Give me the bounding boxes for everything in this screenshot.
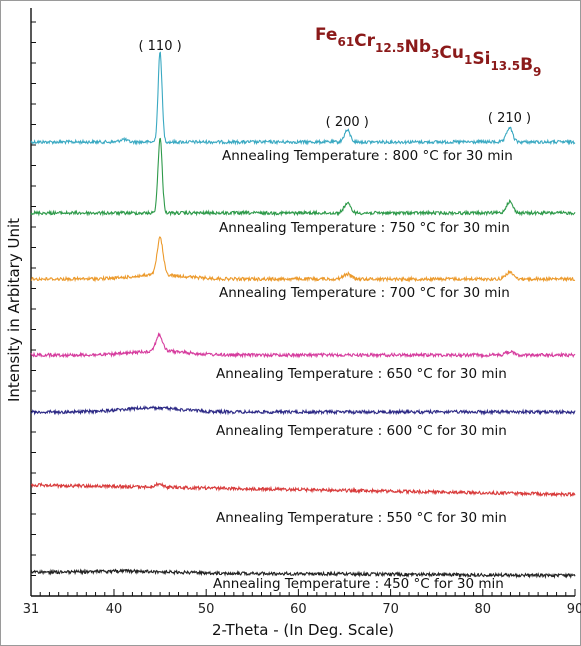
series-label: Annealing Temperature : 800 °C for 30 mi…: [222, 148, 513, 164]
title-subscript: 9: [533, 65, 541, 79]
series-line: [30, 51, 576, 146]
series-line: [30, 568, 576, 580]
series-line: [30, 137, 576, 217]
x-tick-label: 31: [23, 602, 40, 617]
title-subscript: 12.5: [375, 41, 405, 55]
title-subscript: 13.5: [490, 59, 520, 73]
x-tick-label: 80: [475, 602, 492, 617]
title-element: Fe: [315, 25, 337, 45]
x-tick-label: 50: [198, 602, 215, 617]
peak-label: ( 210 ): [488, 111, 531, 126]
series-line: [30, 481, 576, 498]
series-line: [30, 404, 576, 416]
x-tick-label: 60: [290, 602, 307, 617]
x-tick-label: 70: [382, 602, 399, 617]
title-subscript: 61: [337, 35, 354, 49]
x-tick-label: 40: [106, 602, 123, 617]
series-label: Annealing Temperature : 550 °C for 30 mi…: [216, 510, 507, 526]
x-axis-title: 2-Theta - (In Deg. Scale): [212, 621, 394, 639]
title-element: Nb: [405, 37, 431, 57]
peak-label: ( 110 ): [138, 39, 181, 54]
series-label: Annealing Temperature : 750 °C for 30 mi…: [219, 220, 510, 236]
title-subscript: 1: [464, 53, 472, 67]
chart-title: Fe61Cr12.5Nb3Cu1Si13.5B9: [315, 25, 541, 79]
series-label: Annealing Temperature : 450 °C for 30 mi…: [213, 576, 504, 592]
title-subscript: 3: [431, 47, 439, 61]
peak-label: ( 200 ): [326, 115, 369, 130]
title-element: Cr: [354, 31, 375, 51]
series-line: [30, 332, 576, 359]
x-tick-label: 90: [567, 602, 581, 617]
series-label: Annealing Temperature : 700 °C for 30 mi…: [219, 285, 510, 301]
title-element: Cu: [439, 43, 464, 63]
series-line: [30, 236, 576, 283]
series-label: Annealing Temperature : 650 °C for 30 mi…: [216, 366, 507, 382]
title-element: B: [520, 55, 533, 75]
series-label: Annealing Temperature : 600 °C for 30 mi…: [216, 423, 507, 439]
y-axis-title: Intensity in Arbitary Unit: [5, 218, 23, 402]
title-element: Si: [472, 49, 490, 69]
